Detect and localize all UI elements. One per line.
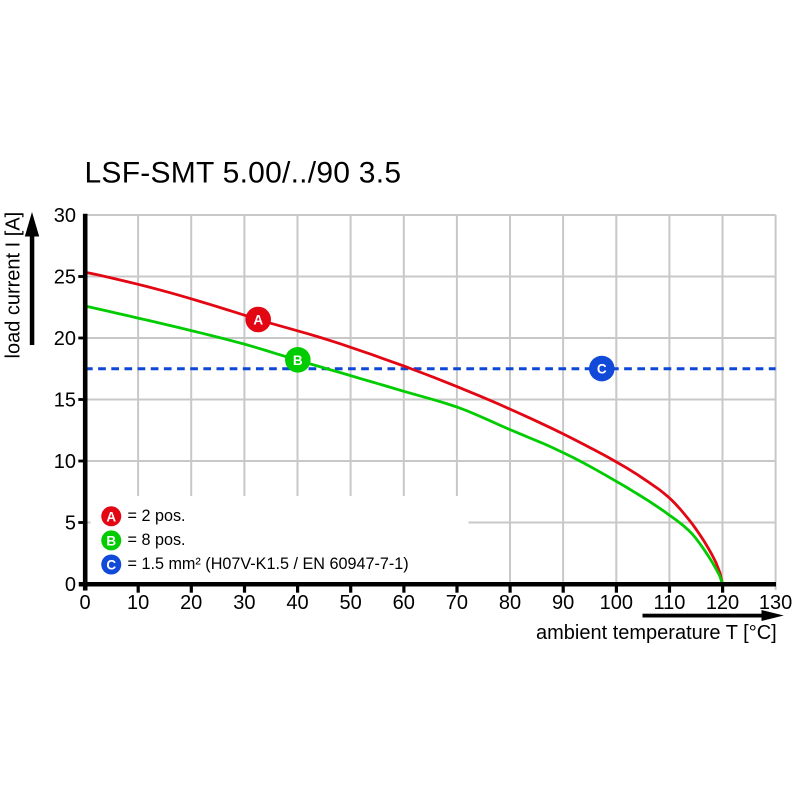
svg-text:ambient temperature T [°C]: ambient temperature T [°C] <box>536 622 777 644</box>
svg-text:5: 5 <box>65 513 76 535</box>
svg-text:30: 30 <box>233 592 255 614</box>
svg-text:25: 25 <box>54 267 76 289</box>
svg-text:40: 40 <box>286 592 308 614</box>
svg-text:60: 60 <box>393 592 415 614</box>
svg-text:= 8 pos.: = 8 pos. <box>128 531 186 549</box>
svg-text:90: 90 <box>552 592 574 614</box>
svg-text:0: 0 <box>65 574 76 596</box>
svg-text:C: C <box>597 362 607 377</box>
svg-text:20: 20 <box>54 328 76 350</box>
svg-text:load current I [A]: load current I [A] <box>3 212 25 359</box>
svg-text:10: 10 <box>54 451 76 473</box>
svg-text:10: 10 <box>127 592 149 614</box>
svg-text:A: A <box>253 313 263 328</box>
svg-text:LSF-SMT 5.00/../90 3.5: LSF-SMT 5.00/../90 3.5 <box>85 157 402 190</box>
svg-text:30: 30 <box>54 205 76 227</box>
svg-text:C: C <box>106 558 116 573</box>
svg-text:0: 0 <box>79 592 90 614</box>
svg-text:B: B <box>106 533 116 548</box>
svg-text:110: 110 <box>653 592 685 614</box>
svg-text:B: B <box>293 353 303 368</box>
svg-text:70: 70 <box>446 592 468 614</box>
svg-text:= 2 pos.: = 2 pos. <box>128 507 186 525</box>
svg-text:100: 100 <box>600 592 633 614</box>
svg-text:130: 130 <box>759 592 792 614</box>
svg-text:20: 20 <box>180 592 202 614</box>
svg-text:50: 50 <box>339 592 361 614</box>
svg-text:= 1.5 mm² (H07V-K1.5 / EN 6094: = 1.5 mm² (H07V-K1.5 / EN 60947-7-1) <box>128 555 409 573</box>
svg-text:15: 15 <box>54 390 76 412</box>
svg-text:120: 120 <box>706 592 739 614</box>
svg-text:A: A <box>106 509 116 524</box>
svg-text:80: 80 <box>499 592 521 614</box>
